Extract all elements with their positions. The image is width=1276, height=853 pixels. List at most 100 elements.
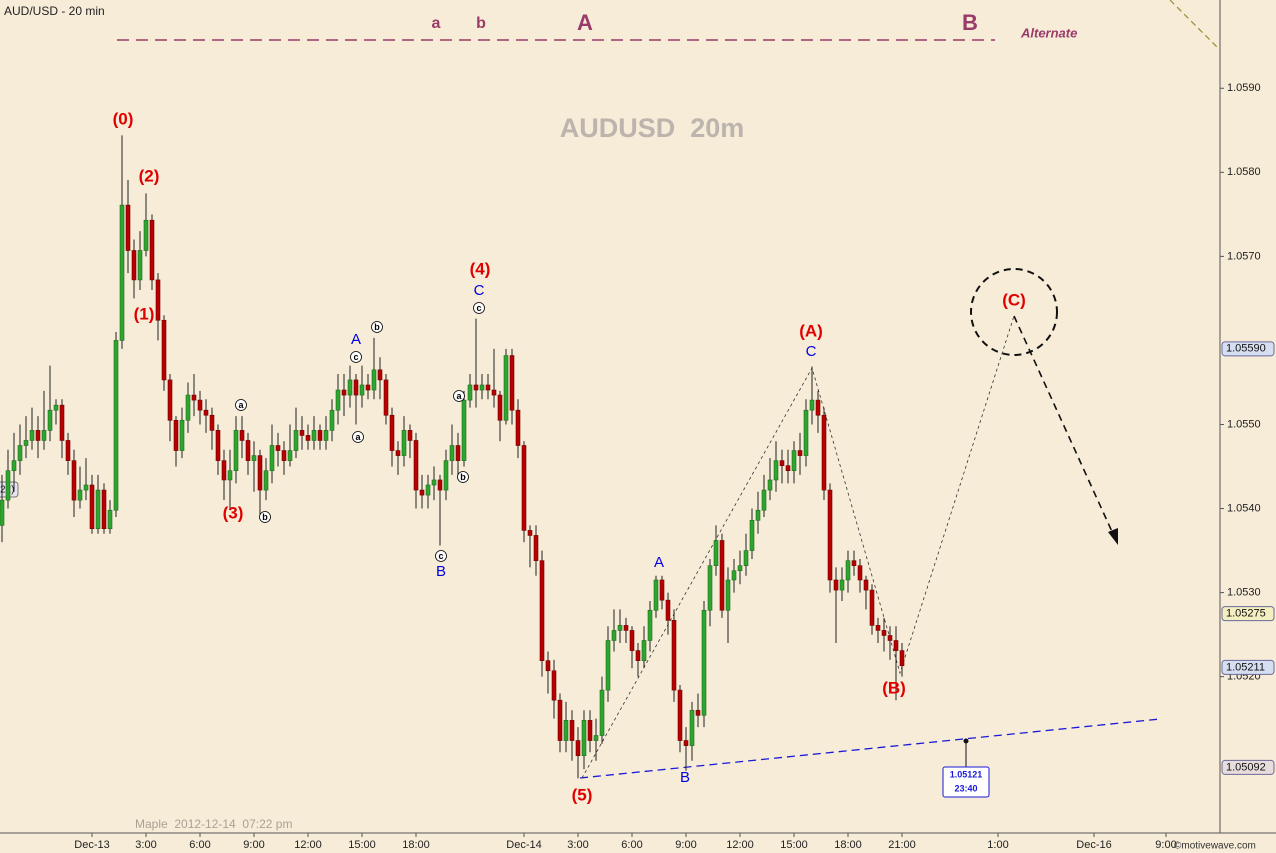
wave-circle [473, 302, 485, 314]
wave-circle [350, 351, 362, 363]
candle-body [287, 450, 293, 461]
candle-body [461, 399, 467, 461]
candle-body [161, 319, 167, 381]
candle-body [491, 389, 497, 396]
price-tag [1221, 659, 1275, 675]
candle-body [695, 709, 701, 716]
y-tick-label: 1.0530 [1227, 587, 1261, 599]
wave-circle [235, 399, 247, 411]
wave-label: (0) [113, 109, 134, 128]
candle-body [671, 620, 677, 691]
candle-body [365, 384, 371, 391]
wave-label-minor: c [476, 303, 481, 313]
candle-body [323, 430, 329, 441]
price-tag-label: 1.05092 [1226, 761, 1266, 773]
x-tick-label: 6:00 [189, 839, 210, 851]
candle-body [713, 540, 719, 567]
wave-label-minor: a [456, 391, 462, 401]
candle-body [443, 460, 449, 491]
x-tick-label: 12:00 [726, 839, 754, 851]
candle-body [545, 660, 551, 672]
candle-body [473, 384, 479, 391]
candle-body [731, 570, 737, 581]
x-tick-label: Dec-13 [74, 839, 109, 851]
candle-body [83, 484, 89, 491]
candle-body [587, 720, 593, 741]
candle-body [881, 630, 887, 636]
candle-body [263, 470, 269, 491]
y-tick-label: 1.0590 [1227, 82, 1261, 94]
candle-body [689, 709, 695, 746]
candle-body [557, 699, 563, 741]
alternate-label: b [476, 15, 486, 32]
candle-body [617, 625, 623, 631]
wave-circle [435, 550, 447, 562]
y-tick-label: 1.0550 [1227, 418, 1261, 430]
candle-body [89, 484, 95, 530]
candle-body [41, 430, 47, 441]
candle-body [737, 565, 743, 572]
wave-label-minor: a [238, 400, 244, 410]
trend-point-price: 1.05121 [950, 769, 983, 779]
candle-body [341, 389, 347, 396]
wave-label: (4) [470, 259, 491, 278]
target-circle [970, 268, 1058, 356]
candle-body [221, 460, 227, 481]
price-tag-label: 1.05275 [1226, 608, 1266, 620]
candle-body [641, 640, 647, 661]
candle-body [803, 409, 809, 456]
candle-body [17, 445, 23, 461]
candle-body [5, 470, 11, 501]
candle-body [773, 460, 779, 481]
alternate-label: A [577, 10, 593, 35]
candle-body [851, 560, 857, 567]
price-tag-label: 1.05211 [1226, 661, 1265, 673]
candle-body [149, 219, 155, 281]
candle-body [143, 219, 149, 251]
candle-body [317, 430, 323, 441]
x-tick-label: 18:00 [834, 839, 862, 851]
wave-label: (1) [134, 304, 155, 323]
candle-body [845, 560, 851, 581]
candle-body [35, 430, 41, 441]
candle-body [431, 479, 437, 486]
wave-circle [371, 321, 383, 333]
candle-body [533, 535, 539, 561]
candle-body [137, 250, 143, 281]
candle-body [887, 635, 893, 641]
watermark: AUDUSD 20m [560, 113, 745, 143]
projection-arrow [1013, 315, 1115, 537]
candle-body [605, 640, 611, 691]
wave-label: (C) [1002, 290, 1026, 309]
candle-body [683, 740, 689, 746]
candle-body [449, 445, 455, 461]
candle-body [29, 430, 35, 441]
x-tick-label: 1:00 [987, 839, 1008, 851]
x-tick-label: 3:00 [135, 839, 156, 851]
candle-body [593, 735, 599, 741]
candle-body [521, 445, 527, 531]
alternate-label: B [962, 10, 978, 35]
x-tick-label: 3:00 [567, 839, 588, 851]
candle-body [299, 430, 305, 436]
wave-label: (B) [882, 678, 906, 697]
candle-body [677, 689, 683, 741]
wave-circle [453, 390, 465, 402]
candle-body [839, 579, 845, 591]
candle-body [629, 630, 635, 651]
candle-body [0, 499, 5, 526]
candle-body [611, 630, 617, 641]
x-tick-label: 9:00 [1155, 839, 1176, 851]
candle-body [761, 489, 767, 511]
candle-body [383, 379, 389, 416]
candle-body [53, 404, 59, 411]
wave-label: B [680, 769, 690, 786]
wave-circle [457, 471, 469, 483]
wave-label: (3) [223, 503, 244, 522]
candle-body [857, 565, 863, 581]
candle-body [329, 409, 335, 431]
candle-body [623, 625, 629, 631]
candle-body [311, 430, 317, 441]
wave-path [581, 315, 1015, 779]
